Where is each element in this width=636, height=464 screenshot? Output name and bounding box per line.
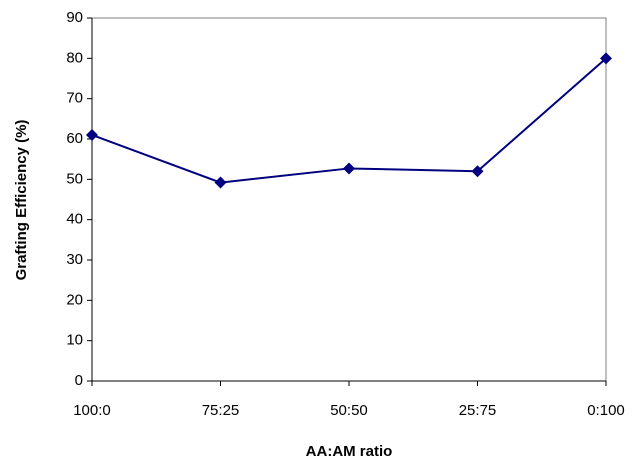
data-point <box>343 162 355 174</box>
x-tick-label: 50:50 <box>330 402 368 419</box>
y-tick-label: 90 <box>66 9 83 26</box>
data-point <box>215 177 227 189</box>
y-tick-label: 50 <box>66 170 83 187</box>
y-tick-label: 20 <box>66 291 83 308</box>
chart: AA:AM ratio Grafting Efficiency (%) 0 10 2… <box>0 0 636 464</box>
y-tick-label: 80 <box>66 49 83 66</box>
y-tick-label: 30 <box>66 251 83 268</box>
x-axis-label: AA:AM ratio <box>306 443 393 460</box>
y-tick-label: 70 <box>66 90 83 107</box>
y-tick-label: 10 <box>66 332 83 349</box>
y-axis-label: Grafting Efficiency (%) <box>13 120 30 281</box>
x-tick-label: 0:100 <box>587 402 625 419</box>
x-tick-label: 100:0 <box>73 402 111 419</box>
y-tick-label: 0 <box>75 372 83 389</box>
x-tick-label: 25:75 <box>459 402 497 419</box>
plot-frame <box>92 18 606 381</box>
y-tick-label: 60 <box>66 130 83 147</box>
y-tick-label: 40 <box>66 211 83 228</box>
x-tick-label: 75:25 <box>202 402 240 419</box>
